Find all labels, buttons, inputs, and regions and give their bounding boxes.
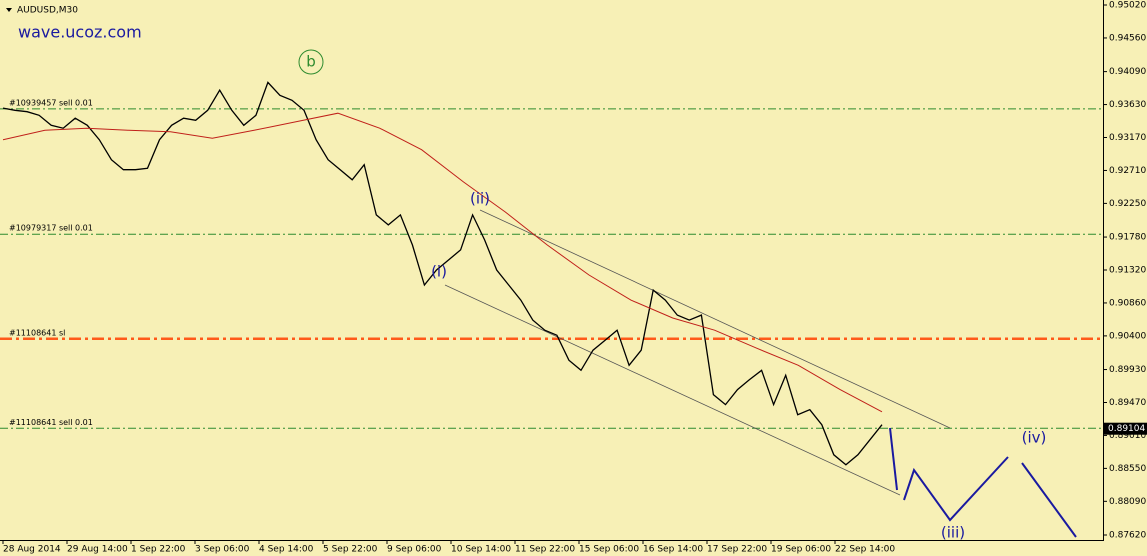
y-tick-label: 0.92250 [1109, 199, 1146, 209]
y-tick-label: 0.90400 [1109, 331, 1146, 341]
y-tick-label: 0.92710 [1109, 166, 1146, 176]
price-line [2, 81, 883, 466]
last-price-label: 0.89104 [1108, 424, 1145, 434]
channel-lower [444, 284, 901, 496]
wave-label: b [306, 53, 316, 71]
x-tick-label: 29 Aug 14:00 [67, 545, 128, 555]
y-tick-label: 0.87620 [1109, 530, 1146, 540]
y-tick-label: 0.94560 [1109, 33, 1146, 43]
y-tick-label: 0.91780 [1109, 233, 1146, 243]
x-tick-label: 19 Sep 06:00 [771, 545, 831, 555]
wave-label: (i) [431, 263, 447, 281]
wave-label: (ii) [470, 190, 490, 208]
y-tick-label: 0.88550 [1109, 464, 1146, 474]
y-tick-label: 0.94090 [1109, 67, 1146, 77]
level-label: #11108641 sell 0.01 [9, 418, 93, 427]
wave-circle [298, 49, 324, 75]
wave-label: (iii) [941, 524, 965, 542]
levels: #10939457 sell 0.01 #10979317 sell 0.01 #1… [0, 98, 1103, 429]
y-tick-label: 0.91320 [1109, 266, 1146, 276]
menu-arrow [6, 8, 12, 12]
y-tick-label: 0.90860 [1109, 298, 1146, 308]
y-tick-label: 0.89930 [1109, 365, 1146, 375]
y-tick-label: 0.89470 [1109, 398, 1146, 408]
y-tick-label: 0.88090 [1109, 497, 1146, 507]
wave-projection [889, 427, 1077, 538]
y-tick-label: 0.89010 [1109, 431, 1146, 441]
x-tick-label: 11 Sep 22:00 [515, 545, 575, 555]
level-label: #10939457 sell 0.01 [9, 98, 93, 107]
y-tick-label: 0.93630 [1109, 100, 1146, 110]
symbol-title: AUDUSD,M30 [17, 6, 78, 16]
plot [2, 81, 883, 466]
x-tick-label: 9 Sep 06:00 [387, 545, 442, 555]
level-label: #10979317 sell 0.01 [9, 224, 93, 233]
y-tick-label: 0.93170 [1109, 133, 1146, 143]
x-tick-label: 15 Sep 06:00 [579, 545, 639, 555]
x-tick-label: 5 Sep 22:00 [323, 545, 378, 555]
x-tick-label: 16 Sep 14:00 [643, 545, 703, 555]
wave-label: (iv) [1022, 429, 1047, 447]
x-tick-label: 1 Sep 22:00 [131, 545, 186, 555]
y-tick-label: 0.95020 [1109, 1, 1146, 11]
level-label: #11108641 sl [9, 328, 65, 337]
channel-upper [479, 209, 951, 429]
x-tick-label: 10 Sep 14:00 [451, 545, 511, 555]
x-tick-label: 28 Aug 2014 [3, 545, 61, 555]
last-price-box [1104, 422, 1147, 435]
x-tick-label: 22 Sep 14:00 [835, 545, 895, 555]
ma-line [2, 112, 883, 413]
x-tick-label: 4 Sep 14:00 [259, 545, 314, 555]
x-tick-label: 3 Sep 06:00 [195, 545, 250, 555]
watermark: wave.ucoz.com [18, 23, 142, 42]
x-tick-label: 17 Sep 22:00 [707, 545, 767, 555]
